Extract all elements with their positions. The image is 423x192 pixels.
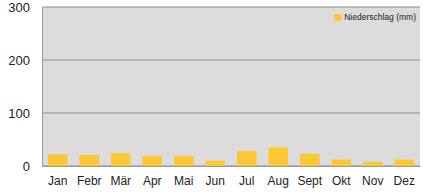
x-tick-label: Jan: [48, 174, 67, 188]
legend-label: Niederschlag (mm): [344, 12, 416, 22]
x-tick-label: Jun: [206, 174, 225, 188]
x-tick-label: Febr: [77, 174, 102, 188]
bars: [48, 147, 414, 166]
x-tick-label: Sept: [297, 174, 322, 188]
x-tick-label: Apr: [143, 174, 162, 188]
grid-line: [42, 60, 420, 61]
x-tick: Aug: [268, 166, 289, 188]
x-tick-label: Okt: [332, 174, 351, 188]
y-tick: 200: [8, 53, 42, 68]
bar: [111, 153, 131, 166]
x-tick: Jul: [239, 166, 254, 188]
x-tick: Dez: [394, 166, 415, 188]
legend-item: Niederschlag (mm): [334, 12, 416, 22]
x-tick: Mai: [174, 166, 193, 188]
legend-swatch: [334, 14, 341, 21]
bar: [331, 160, 351, 166]
bar: [300, 154, 320, 166]
chart: 0 100 200 300 Jan Febr Mär Apr Mai Jun Jul Aug Sept O…: [0, 0, 423, 192]
bar: [142, 156, 162, 166]
x-tick: Nov: [362, 166, 383, 188]
x-tick-label: Nov: [362, 174, 383, 188]
x-tick: Jun: [206, 166, 225, 188]
x-tick: Mär: [110, 166, 131, 188]
x-tick: Jan: [48, 166, 67, 188]
bar: [48, 154, 68, 166]
x-axis: Jan Febr Mär Apr Mai Jun Jul Aug Sept Okt Nov Dez: [43, 166, 421, 188]
x-tick-label: Mai: [174, 174, 193, 188]
bar: [205, 161, 225, 166]
y-tick: 100: [8, 106, 42, 121]
y-axis-line: [42, 8, 43, 167]
x-tick-label: Dez: [394, 174, 415, 188]
bar: [79, 155, 99, 166]
bar: [268, 147, 288, 166]
x-tick: Apr: [143, 166, 162, 188]
x-axis-line: [43, 166, 421, 167]
bar: [237, 151, 257, 166]
x-tick: Sept: [297, 166, 322, 188]
grid-line: [42, 113, 420, 114]
bar: [174, 156, 194, 166]
bar: [363, 162, 383, 166]
y-tick: 0: [23, 159, 42, 174]
y-axis: 0 100 200 300: [8, 0, 42, 174]
x-tick: Febr: [77, 166, 102, 188]
y-tick-label: 100: [8, 106, 30, 121]
y-tick-label: 200: [8, 53, 30, 68]
plot: 0 100 200 300 Jan Febr Mär Apr Mai Jun Jul Aug Sept O…: [8, 0, 420, 188]
grid-line: [42, 7, 420, 8]
x-tick-label: Mär: [110, 174, 131, 188]
plot-background: [42, 7, 420, 166]
grid: [42, 7, 420, 166]
y-tick-label: 0: [23, 159, 30, 174]
x-tick-label: Aug: [268, 174, 289, 188]
x-tick: Okt: [332, 166, 351, 188]
legend: Niederschlag (mm): [334, 12, 416, 22]
y-tick: 300: [8, 0, 42, 15]
bar: [394, 160, 414, 166]
x-tick-label: Jul: [239, 174, 254, 188]
y-tick-label: 300: [8, 0, 30, 15]
